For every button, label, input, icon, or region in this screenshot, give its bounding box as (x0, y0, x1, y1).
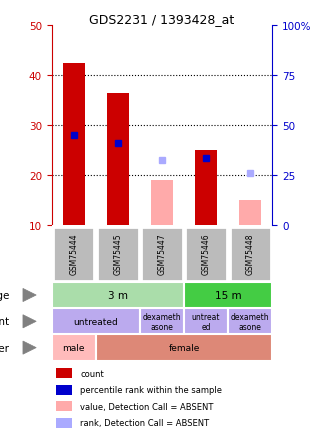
Bar (56, 385, 71, 395)
Text: GSM75448: GSM75448 (246, 233, 255, 275)
Text: value, Detection Call = ABSENT: value, Detection Call = ABSENT (80, 402, 214, 411)
Bar (228, 309, 272, 335)
Bar (56, 418, 71, 427)
Text: rank, Detection Call = ABSENT: rank, Detection Call = ABSENT (80, 418, 209, 427)
Text: GSM75447: GSM75447 (157, 233, 167, 275)
Bar (52, 335, 96, 361)
Text: age: age (0, 290, 10, 300)
Text: untreated: untreated (74, 317, 118, 326)
Text: female: female (168, 343, 200, 352)
Bar (239, 201, 261, 226)
Title: GDS2231 / 1393428_at: GDS2231 / 1393428_at (89, 13, 235, 26)
Bar (52, 282, 184, 309)
Bar (184, 282, 272, 309)
Bar (229, 227, 271, 281)
Text: percentile rank within the sample: percentile rank within the sample (80, 385, 222, 394)
Text: GSM75444: GSM75444 (69, 233, 78, 275)
Bar (140, 309, 184, 335)
Text: GSM75446: GSM75446 (202, 233, 211, 275)
Text: agent: agent (0, 316, 10, 326)
Text: gender: gender (0, 343, 10, 353)
Polygon shape (23, 341, 36, 355)
Bar (96, 335, 272, 361)
Bar (107, 93, 129, 226)
Text: dexameth
asone: dexameth asone (231, 312, 269, 331)
Bar (151, 181, 173, 226)
Bar (184, 309, 228, 335)
Text: 15 m: 15 m (215, 290, 242, 300)
Text: GSM75445: GSM75445 (113, 233, 122, 275)
Text: male: male (63, 343, 85, 352)
Polygon shape (23, 289, 36, 302)
Polygon shape (23, 315, 36, 328)
Text: dexameth
asone: dexameth asone (143, 312, 181, 331)
Bar (56, 401, 71, 411)
Bar (63, 63, 85, 226)
Bar (141, 227, 183, 281)
Bar (53, 227, 95, 281)
Text: 3 m: 3 m (108, 290, 128, 300)
Bar (56, 368, 71, 378)
Bar (185, 227, 227, 281)
Bar (195, 151, 217, 226)
Text: untreat
ed: untreat ed (192, 312, 220, 331)
Bar (97, 227, 139, 281)
Text: count: count (80, 369, 104, 378)
Bar (52, 309, 140, 335)
